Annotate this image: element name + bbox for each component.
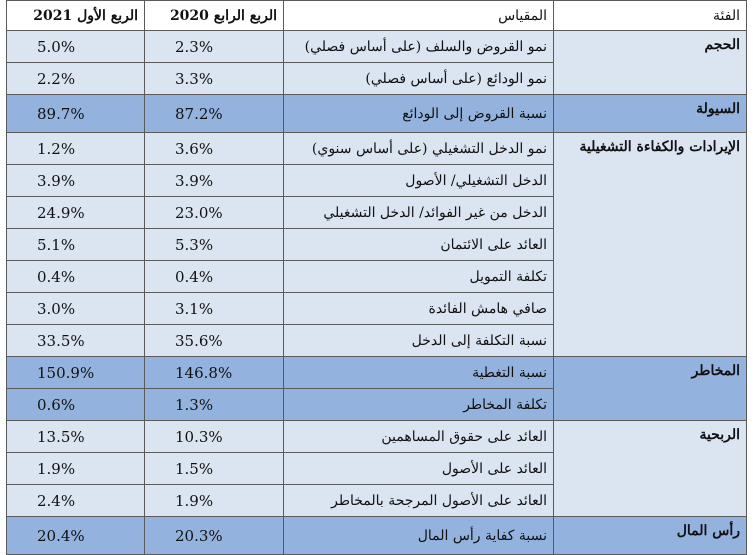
value-q1-2021: 3.9% — [6, 164, 145, 197]
table-row: السيولة نسبة القروض إلى الودائع 87.2% 89… — [6, 94, 747, 133]
value-q4-2020: 35.6% — [144, 324, 284, 357]
value-q4-2020: 146.8% — [144, 356, 284, 389]
value-q4-2020: 1.9% — [144, 484, 284, 517]
metric-cell: تكلفة المخاطر — [283, 388, 554, 421]
value-q4-2020: 10.3% — [144, 420, 284, 453]
metric-cell: العائد على الأصول — [283, 452, 554, 485]
value-q1-2021: 0.4% — [6, 260, 145, 293]
header-category: الفئة — [553, 0, 747, 31]
value-q1-2021: 0.6% — [6, 388, 145, 421]
metric-cell: نسبة القروض إلى الودائع — [283, 94, 554, 133]
category-capital: رأس المال — [553, 516, 747, 555]
table-row: المخاطر نسبة التغطية 146.8% 150.9% — [6, 356, 747, 421]
value-q4-2020: 3.9% — [144, 164, 284, 197]
value-q1-2021: 13.5% — [6, 420, 145, 453]
value-q4-2020: 1.5% — [144, 452, 284, 485]
value-q1-2021: 20.4% — [6, 516, 145, 555]
header-row: الفئة المقياس الربع الرابع 2020 الربع ال… — [6, 0, 747, 31]
metric-cell: الدخل التشغيلي/ الأصول — [283, 164, 554, 197]
header-q1-2021: الربع الأول 2021 — [6, 0, 145, 31]
value-q4-2020: 3.6% — [144, 132, 284, 165]
value-q4-2020: 2.3% — [144, 30, 284, 63]
category-risk: المخاطر — [553, 356, 747, 421]
value-q1-2021: 3.0% — [6, 292, 145, 325]
value-q1-2021: 1.9% — [6, 452, 145, 485]
metric-cell: العائد على الأصول المرجحة بالمخاطر — [283, 484, 554, 517]
metric-cell: نمو الودائع (على أساس فصلي) — [283, 62, 554, 95]
metric-cell: نسبة التكلفة إلى الدخل — [283, 324, 554, 357]
category-liquidity: السيولة — [553, 94, 747, 133]
value-q1-2021: 1.2% — [6, 132, 145, 165]
value-q1-2021: 5.1% — [6, 228, 145, 261]
category-volume: الحجم — [553, 30, 747, 95]
metric-cell: نسبة التغطية — [283, 356, 554, 389]
header-q4-2020: الربع الرابع 2020 — [144, 0, 284, 31]
header-metric: المقياس — [283, 0, 554, 31]
value-q1-2021: 5.0% — [6, 30, 145, 63]
value-q4-2020: 3.3% — [144, 62, 284, 95]
value-q1-2021: 24.9% — [6, 196, 145, 229]
metric-cell: نسبة كفاية رأس المال — [283, 516, 554, 555]
value-q4-2020: 5.3% — [144, 228, 284, 261]
value-q1-2021: 89.7% — [6, 94, 145, 133]
metric-cell: تكلفة التمويل — [283, 260, 554, 293]
value-q1-2021: 33.5% — [6, 324, 145, 357]
category-profitability: الربحية — [553, 420, 747, 517]
metric-cell: نمو القروض والسلف (على أساس فصلي) — [283, 30, 554, 63]
value-q1-2021: 150.9% — [6, 356, 145, 389]
metric-cell: العائد على حقوق المساهمين — [283, 420, 554, 453]
value-q4-2020: 20.3% — [144, 516, 284, 555]
metric-cell: نمو الدخل التشغيلي (على أساس سنوي) — [283, 132, 554, 165]
value-q4-2020: 1.3% — [144, 388, 284, 421]
value-q1-2021: 2.2% — [6, 62, 145, 95]
value-q4-2020: 3.1% — [144, 292, 284, 325]
table-row: صافي هامش الفائدة 3.1% 3.0% — [6, 292, 747, 325]
kpi-table: الفئة المقياس الربع الرابع 2020 الربع ال… — [6, 0, 747, 555]
metric-cell: العائد على الائتمان — [283, 228, 554, 261]
value-q4-2020: 23.0% — [144, 196, 284, 229]
metric-cell: الدخل من غير الفوائد/ الدخل التشغيلي — [283, 196, 554, 229]
category-revenue: الإيرادات والكفاءة التشغيلية — [553, 132, 747, 357]
table-row: رأس المال نسبة كفاية رأس المال 20.3% 20.… — [6, 516, 747, 555]
value-q4-2020: 87.2% — [144, 94, 284, 133]
table-row: الحجم نمو القروض والسلف (على أساس فصلي) … — [6, 30, 747, 95]
metric-cell: صافي هامش الفائدة — [283, 292, 554, 325]
kpi-table-container: الفئة المقياس الربع الرابع 2020 الربع ال… — [6, 0, 747, 555]
value-q1-2021: 2.4% — [6, 484, 145, 517]
table-row: الربحية العائد على حقوق المساهمين 10.3% … — [6, 420, 747, 517]
table-row: الإيرادات والكفاءة التشغيلية نمو الدخل ا… — [6, 132, 747, 357]
value-q4-2020: 0.4% — [144, 260, 284, 293]
table-row: نسبة التكلفة إلى الدخل 35.6% 33.5% — [6, 324, 747, 357]
